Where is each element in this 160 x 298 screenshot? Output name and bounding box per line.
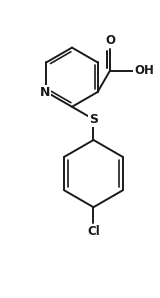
Text: OH: OH	[134, 64, 154, 77]
Text: Cl: Cl	[87, 225, 100, 238]
Text: O: O	[105, 33, 115, 46]
Text: N: N	[40, 86, 50, 99]
Text: S: S	[89, 113, 98, 126]
